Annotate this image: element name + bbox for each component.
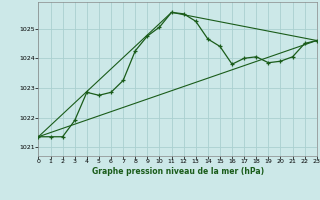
X-axis label: Graphe pression niveau de la mer (hPa): Graphe pression niveau de la mer (hPa) — [92, 167, 264, 176]
